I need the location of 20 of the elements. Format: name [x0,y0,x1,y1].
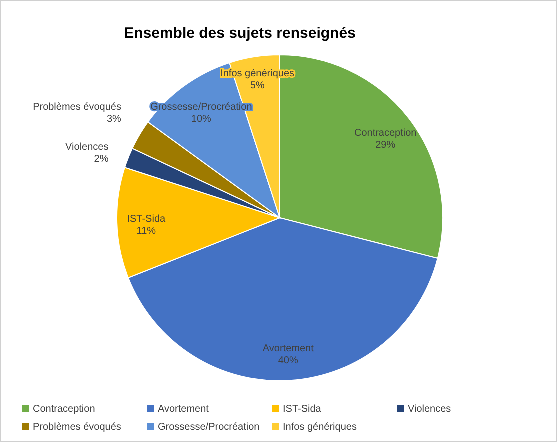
data-label: 3% [107,114,122,126]
data-label: 11% [136,226,156,238]
data-label: 5% [250,80,265,92]
slice-label: Problèmes évoqués [33,102,122,114]
legend-label: Problèmes évoqués [33,422,122,433]
chart-title: Ensemble des sujets renseignés [124,25,356,42]
data-label: 2% [94,154,109,166]
legend-label: IST-Sida [283,404,322,415]
legend-label: Violences [408,404,452,415]
legend-label: Contraception [33,404,96,415]
data-label: 29% [376,140,396,152]
legend-label: Grossesse/Procréation [158,422,260,433]
slice-label: Avortement [262,343,314,354]
data-label: 40% [278,355,299,366]
slice-label: IST-Sida [127,214,166,226]
slice-label: Violences [66,142,109,154]
legend-label: Avortement [158,404,210,415]
data-label: 10% [191,114,212,125]
legend-label: Infos génériques [283,422,357,433]
slice-label: Contraception [354,128,417,140]
